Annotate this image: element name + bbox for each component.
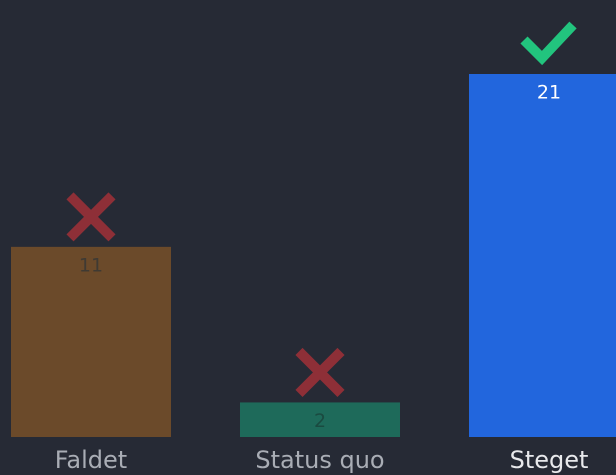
x-tick-label: Status quo [255, 446, 384, 474]
bar [11, 246, 171, 437]
value-label: 11 [79, 254, 103, 276]
cross-icon [66, 192, 116, 242]
cross-icon [295, 347, 345, 397]
x-tick-label: Steget [510, 446, 589, 474]
value-label: 21 [537, 82, 561, 104]
bar [240, 402, 400, 437]
value-label: 2 [314, 410, 326, 432]
bar [469, 74, 616, 437]
check-icon [520, 21, 577, 66]
x-tick-label: Faldet [55, 446, 127, 474]
